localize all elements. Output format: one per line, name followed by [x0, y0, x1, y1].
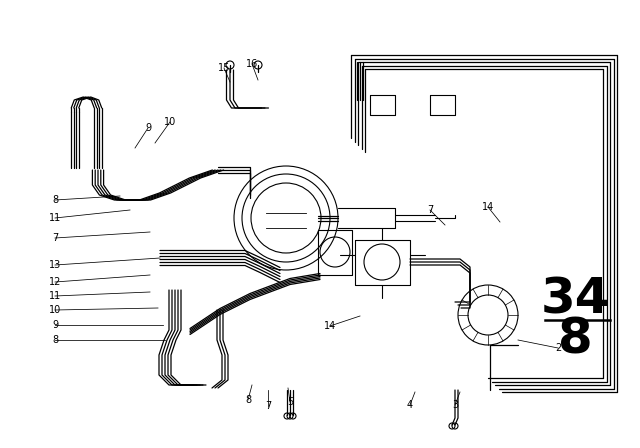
Text: 8: 8 [557, 316, 593, 364]
Text: 15: 15 [218, 63, 230, 73]
Text: 7: 7 [427, 205, 433, 215]
Text: 12: 12 [49, 277, 61, 287]
Text: 9: 9 [52, 320, 58, 330]
Text: 14: 14 [324, 321, 336, 331]
Text: 10: 10 [49, 305, 61, 315]
Text: 7: 7 [52, 233, 58, 243]
Text: 14: 14 [482, 202, 494, 212]
Text: 10: 10 [164, 117, 176, 127]
Text: 16: 16 [246, 59, 258, 69]
Text: 34: 34 [540, 276, 610, 324]
Text: 9: 9 [145, 123, 151, 133]
Text: 3: 3 [452, 400, 458, 410]
Text: 8: 8 [245, 395, 251, 405]
Text: 5: 5 [287, 397, 293, 407]
Text: 4: 4 [407, 400, 413, 410]
Text: 11: 11 [49, 291, 61, 301]
Text: 13: 13 [49, 260, 61, 270]
Text: 8: 8 [52, 335, 58, 345]
Text: 7: 7 [265, 401, 271, 411]
Text: 2: 2 [555, 343, 561, 353]
Text: 11: 11 [49, 213, 61, 223]
Text: 8: 8 [52, 195, 58, 205]
